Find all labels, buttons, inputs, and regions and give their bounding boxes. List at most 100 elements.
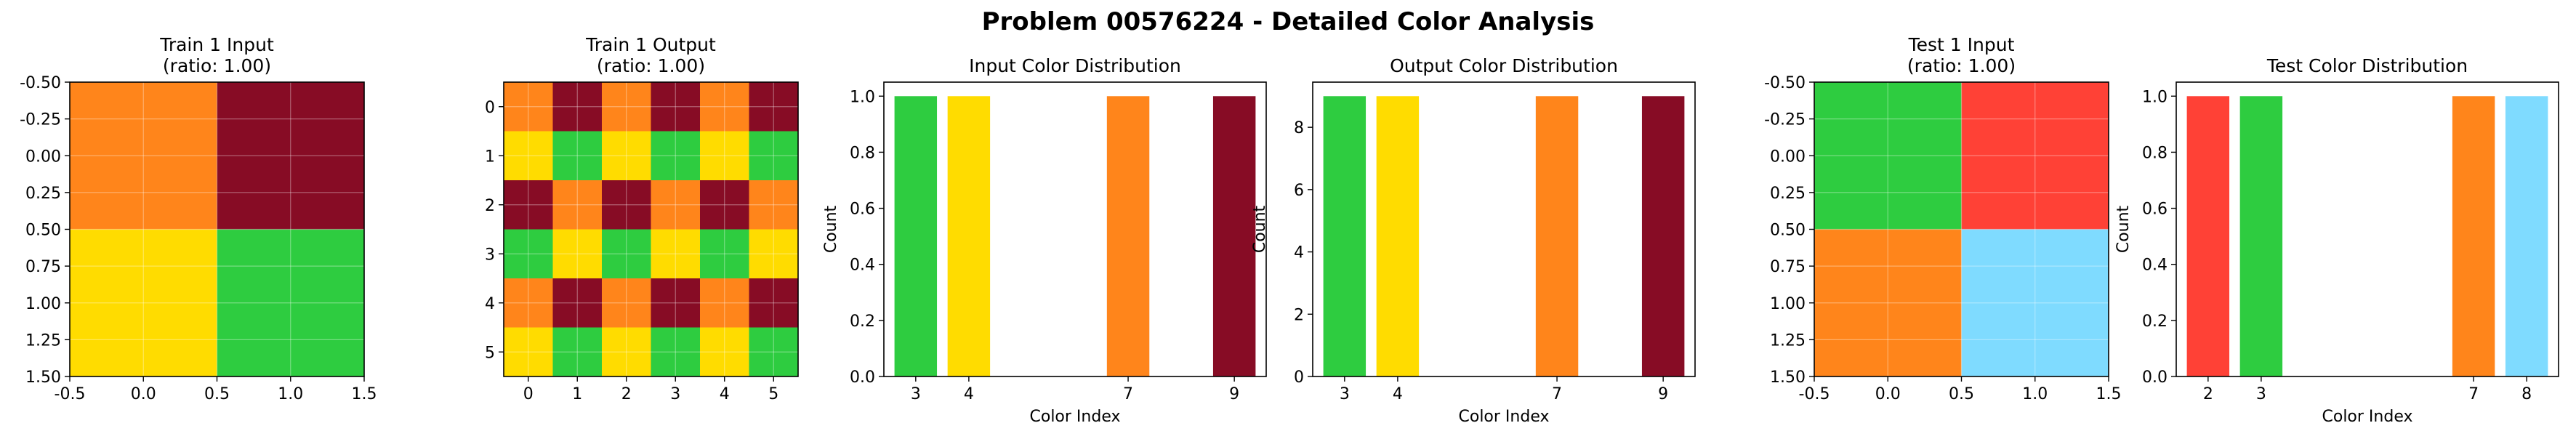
y-tick-label: 0.50: [25, 222, 61, 240]
y-tick-label: 0.8: [2142, 144, 2168, 162]
y-tick-label: 0.50: [1770, 222, 1806, 240]
heatmap-cell: [749, 180, 799, 230]
panel-title-line: Train 1 Input: [159, 34, 274, 55]
panel-title-2: Input Color Distribution: [969, 55, 1181, 76]
heatmap-cell: [700, 229, 749, 279]
y-tick-label: 0.00: [25, 148, 61, 166]
y-tick-label: 0.4: [850, 257, 875, 275]
heatmap-cell: [651, 180, 701, 230]
x-tick-label: 0.0: [1875, 385, 1901, 403]
heatmap-cell: [70, 229, 217, 377]
y-tick-label: -0.50: [20, 74, 61, 92]
panel-title-1: Train 1 Output (ratio: 1.00): [585, 34, 716, 76]
train-input-heatmap-panel: -0.5 0.0 0.5 1.0 1.5 -0.50 -0.25 0.00 0.25 0.50 0.…: [20, 34, 377, 403]
x-tick-label: 3: [2256, 385, 2266, 403]
heatmap-cell: [749, 131, 799, 181]
bar: [2186, 96, 2230, 377]
heatmap-cell: [504, 131, 553, 181]
heatmap-cell: [552, 278, 603, 328]
bar: [1106, 96, 1150, 377]
y-tick-label: -0.25: [20, 111, 61, 129]
x-tick-label: 1.5: [2096, 385, 2122, 403]
heatmap-cell: [1961, 82, 2109, 230]
y-tick-label: 4: [485, 295, 495, 313]
heatmap-cell: [700, 278, 749, 328]
x-tick-label: 4: [1393, 385, 1403, 403]
y-tick-label: 0.00: [1770, 148, 1806, 166]
x-tick-label: 3: [1340, 385, 1350, 403]
heatmap-cell: [1961, 229, 2109, 377]
heatmap-cell: [1814, 229, 1962, 377]
y-axis-label: Count: [822, 205, 840, 253]
heatmap-cell: [602, 278, 651, 328]
x-tick-label: -0.5: [1799, 385, 1830, 403]
x-tick-label: 5: [768, 385, 778, 403]
y-tick-label: -0.50: [1764, 74, 1806, 92]
x-tick-label: 2: [2203, 385, 2213, 403]
bar: [1376, 96, 1420, 377]
panel-title-line: Test Color Distribution: [2266, 55, 2468, 76]
heatmap-cell: [651, 278, 701, 328]
y-tick-label: 1.0: [2142, 88, 2168, 106]
heatmap-cell: [700, 82, 749, 132]
bar: [1212, 96, 1256, 377]
test-color-distribution-panel: 2 3 7 8 0.0 0.2 0.4 0.6 0.8 1.0 Color Index Count Te…: [2114, 55, 2559, 426]
heatmap-cell: [602, 131, 651, 181]
heatmap-cell: [552, 131, 603, 181]
heatmap-cell: [749, 278, 799, 328]
y-tick-label: 0.25: [1770, 185, 1806, 203]
x-tick-label: 7: [2468, 385, 2479, 403]
x-tick-label: 3: [911, 385, 921, 403]
bar: [2452, 96, 2495, 377]
y-tick-label: 2: [1294, 306, 1304, 324]
y-tick-label: 2: [485, 197, 495, 215]
y-tick-label: 0.6: [850, 201, 875, 219]
axes-frame: [1312, 81, 1696, 377]
x-tick-label: 7: [1552, 385, 1562, 403]
heatmap-cell: [651, 131, 701, 181]
x-tick-label: 4: [720, 385, 730, 403]
heatmap-cell: [552, 82, 603, 132]
heatmap-cell: [749, 229, 799, 279]
y-tick-label: 0.0: [2142, 368, 2168, 387]
heatmap-cell: [504, 82, 553, 132]
x-tick-label: 0.5: [1949, 385, 1974, 403]
heatmap-cell: [552, 327, 603, 377]
panel-title-line: Test 1 Input: [1908, 34, 2015, 55]
bar: [947, 96, 991, 377]
y-tick-label: 0.8: [850, 144, 875, 162]
x-tick-label: 0: [523, 385, 534, 403]
heatmap-cell: [552, 229, 603, 279]
y-tick-label: 0: [1294, 368, 1304, 387]
y-tick-label: -0.25: [1764, 111, 1806, 129]
y-tick-label: 6: [1294, 182, 1304, 200]
x-tick-label: 9: [1658, 385, 1668, 403]
heatmap-cell: [602, 180, 651, 230]
y-tick-label: 8: [1294, 119, 1304, 137]
y-tick-label: 0.0: [850, 368, 875, 387]
x-tick-label: 8: [2521, 385, 2532, 403]
heatmap-cell: [602, 82, 651, 132]
y-tick-label: 0.4: [2142, 257, 2168, 275]
y-tick-label: 0.6: [2142, 201, 2168, 219]
test-input-heatmap-panel: -0.5 0.0 0.5 1.0 1.5 -0.50 -0.25 0.00 0.25 0.50 0.…: [1764, 34, 2121, 403]
y-tick-label: 5: [485, 344, 495, 362]
heatmap-cell: [504, 180, 553, 230]
x-tick-label: 2: [621, 385, 632, 403]
heatmap-cell: [651, 229, 701, 279]
x-tick-label: 4: [964, 385, 974, 403]
x-tick-label: 3: [670, 385, 680, 403]
panel-title-line: (ratio: 1.00): [597, 55, 705, 76]
y-tick-label: 1.25: [25, 331, 61, 350]
y-axis-label: Count: [1251, 205, 1269, 253]
y-tick-label: 1.0: [850, 88, 875, 106]
x-tick-label: 7: [1123, 385, 1133, 403]
x-axis-label: Color Index: [2322, 408, 2413, 426]
heatmap-cell: [749, 327, 799, 377]
heatmap-cell: [602, 327, 651, 377]
y-tick-label: 1: [485, 148, 495, 166]
bar: [894, 96, 938, 377]
y-tick-label: 0.2: [850, 313, 875, 331]
heatmap-cell: [552, 180, 603, 230]
bar: [1641, 96, 1685, 377]
